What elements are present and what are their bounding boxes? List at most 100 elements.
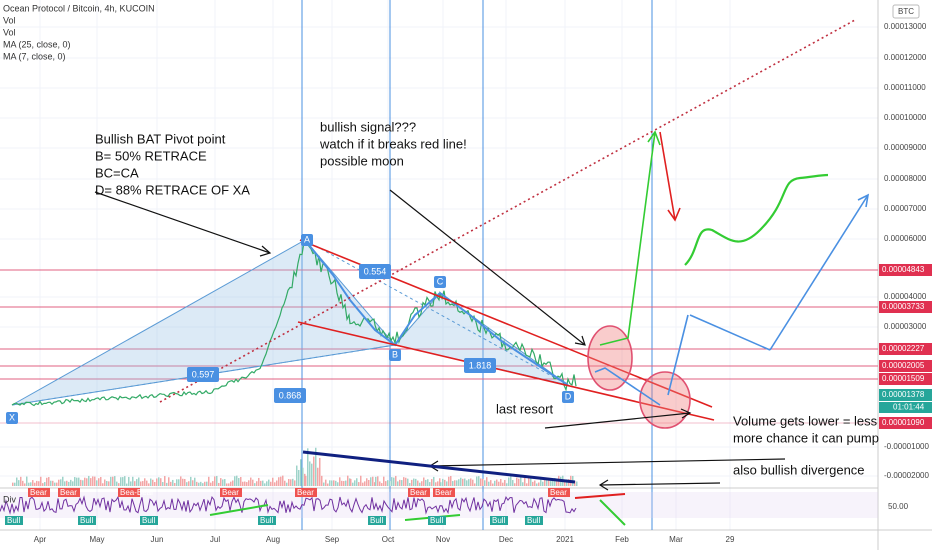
note: more chance it can pump [733,430,879,445]
volume-bar [72,481,74,486]
volume-bar [397,481,399,486]
volume-bar [534,480,536,486]
volume-bar [32,480,34,486]
volume-bar [321,475,323,486]
volume-bar [200,481,202,486]
volume-bar [224,479,226,486]
volume-bar [401,480,403,486]
volume-bar [44,482,46,486]
volume-bar [522,482,524,486]
volume-bar [92,476,94,486]
volume-bar [246,482,248,486]
scenario-drawings [587,130,870,429]
ratio-label: 0.868 [279,390,302,400]
volume-bar [431,479,433,486]
volume-bar [262,480,264,486]
volume-bar [403,477,405,486]
volume-bar [272,477,274,486]
volume-bar [498,481,500,486]
volume-bar [268,479,270,486]
volume-bar [552,478,554,486]
volume-bar [160,478,162,486]
currency: BTC [898,7,914,16]
volume-bar [230,481,232,486]
volume-bar [254,483,256,486]
bull-label: Bull [7,516,21,525]
volume-bar [148,483,150,486]
volume-bar [290,479,292,486]
volume-bar [152,479,154,486]
volume-bar [234,476,236,486]
volume-bar [405,477,407,486]
volume-bar [427,479,429,486]
price-label: 0.00010000 [884,113,927,122]
volume-bar [170,481,172,486]
volume-bar [304,473,306,486]
volume-bar [425,479,427,486]
volume-bar [292,478,294,486]
volume-bar [156,478,158,486]
volume-bar [372,476,374,486]
volume-bar [112,476,114,486]
volume-bar [439,478,441,486]
volume-bar [508,477,510,486]
bull-label: Bull [527,516,541,525]
time-label: 2021 [556,535,574,544]
volume-bar [409,483,411,486]
volume-bar [60,479,62,486]
volume-bar [14,482,16,486]
volume-bar [446,481,448,486]
volume-bar [48,477,50,486]
volume-bar [132,476,134,486]
bull-label: Bull [260,516,274,525]
pattern-point-label: A [304,234,310,244]
volume-bar [26,476,28,486]
price-badge-label: 0.00001090 [882,418,925,427]
volume-bar [232,480,234,486]
volume-bar [339,477,341,486]
indicator: MA (25, close, 0) [3,39,71,49]
volume-bar [407,478,409,486]
volume-bar [54,482,56,486]
volume-bar [280,476,282,486]
note: possible moon [320,153,404,168]
pattern-point-label: C [437,276,444,286]
volume-bar [86,478,88,486]
volume-bar [343,481,345,486]
time-label: Mar [669,535,683,544]
time-label: Apr [34,535,47,544]
ratio-label: 1.818 [469,360,492,370]
price-badge [879,417,932,429]
volume-bar [395,475,397,486]
bear-tag [220,488,242,497]
volume-bar [102,483,104,486]
volume-bar [274,482,276,486]
volume-bar [379,481,381,486]
bear-label: Bear [550,488,567,497]
bear-tag [28,488,50,497]
pattern-point-label: D [565,391,572,401]
level-lines [0,269,878,424]
volume-bar [62,476,64,486]
volume-bar [370,477,372,486]
note: watch if it breaks red line! [319,136,467,151]
volume-bar [512,480,514,486]
volume-bar [178,479,180,486]
volume-bar [335,480,337,486]
volume-bar [36,480,38,486]
price-label: 0.00007000 [884,204,927,213]
volume-bar [341,480,343,486]
volume-bar [478,476,480,486]
volume-bar [220,478,222,486]
price-label: -0.00001000 [884,442,929,451]
volume-bar [202,483,204,486]
volume-bar [375,476,377,486]
bull-tag [490,516,508,525]
volume-bar [206,481,208,486]
volume-bar [186,482,188,486]
price-badge-label: 0.00002005 [882,361,925,370]
volume-bar [554,477,556,486]
ratio-label: 0.597 [192,369,215,379]
volume-bar [214,476,216,486]
bear-label: Bear [30,488,47,497]
